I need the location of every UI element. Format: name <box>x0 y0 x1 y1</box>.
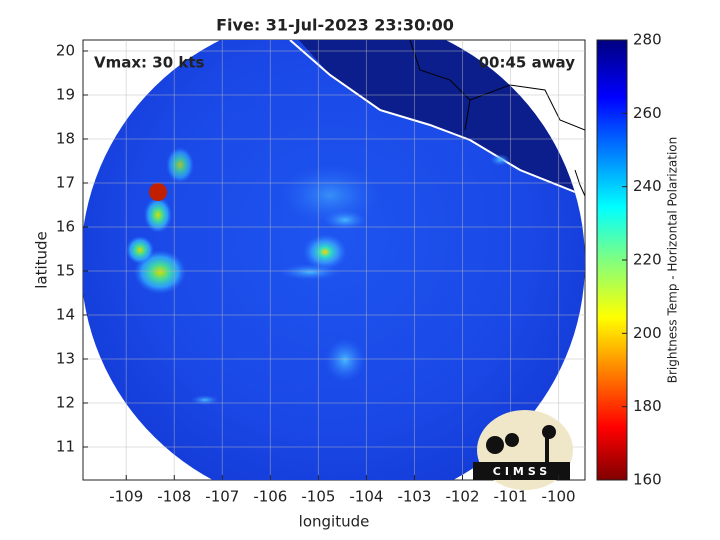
y-tick-label: 18 <box>56 130 75 148</box>
x-tick-label: -108 <box>157 488 191 506</box>
colorbar-tick-label: 180 <box>633 397 662 415</box>
x-tick-label: -101 <box>494 488 528 506</box>
colorbar-tick-label: 160 <box>633 471 662 489</box>
satellite-image <box>83 40 585 480</box>
y-tick-label: 12 <box>56 394 75 412</box>
colorbar-tick-label: 200 <box>633 324 662 342</box>
logo: CIMSS <box>473 410 573 490</box>
x-tick-label: -103 <box>397 488 431 506</box>
colorbar-tick-label: 240 <box>633 177 662 195</box>
grid <box>83 40 585 480</box>
y-tick-label: 17 <box>56 174 75 192</box>
y-tick-label: 13 <box>56 350 75 368</box>
y-tick-label: 15 <box>56 262 75 280</box>
y-axis-label: latitude <box>33 231 51 289</box>
y-tick-label: 19 <box>56 86 75 104</box>
x-tick-label: -105 <box>301 488 335 506</box>
x-axis-label: longitude <box>299 513 370 531</box>
y-tick-label: 20 <box>56 42 75 60</box>
colorbar-label: Brightness Temp - Horizontal Polarizatio… <box>666 137 680 384</box>
y-tick-label: 16 <box>56 218 75 236</box>
x-tick-label: -109 <box>109 488 143 506</box>
x-tick-label: -106 <box>253 488 287 506</box>
colorbar-tick-label: 280 <box>633 31 662 49</box>
annotation: Vmax: 30 kts <box>94 54 204 72</box>
y-tick-label: 11 <box>56 438 75 456</box>
x-tick-label: -102 <box>445 488 479 506</box>
annotation: 00:45 away <box>479 54 576 72</box>
chart-title: Five: 31-Jul-2023 23:30:00 <box>216 16 454 35</box>
logo-text: CIMSS <box>493 465 551 478</box>
x-tick-label: -100 <box>542 488 576 506</box>
colorbar-tick-label: 260 <box>633 104 662 122</box>
x-tick-label: -107 <box>205 488 239 506</box>
y-tick-label: 14 <box>56 306 75 324</box>
x-tick-label: -104 <box>349 488 383 506</box>
colorbar-tick-label: 220 <box>633 251 662 269</box>
